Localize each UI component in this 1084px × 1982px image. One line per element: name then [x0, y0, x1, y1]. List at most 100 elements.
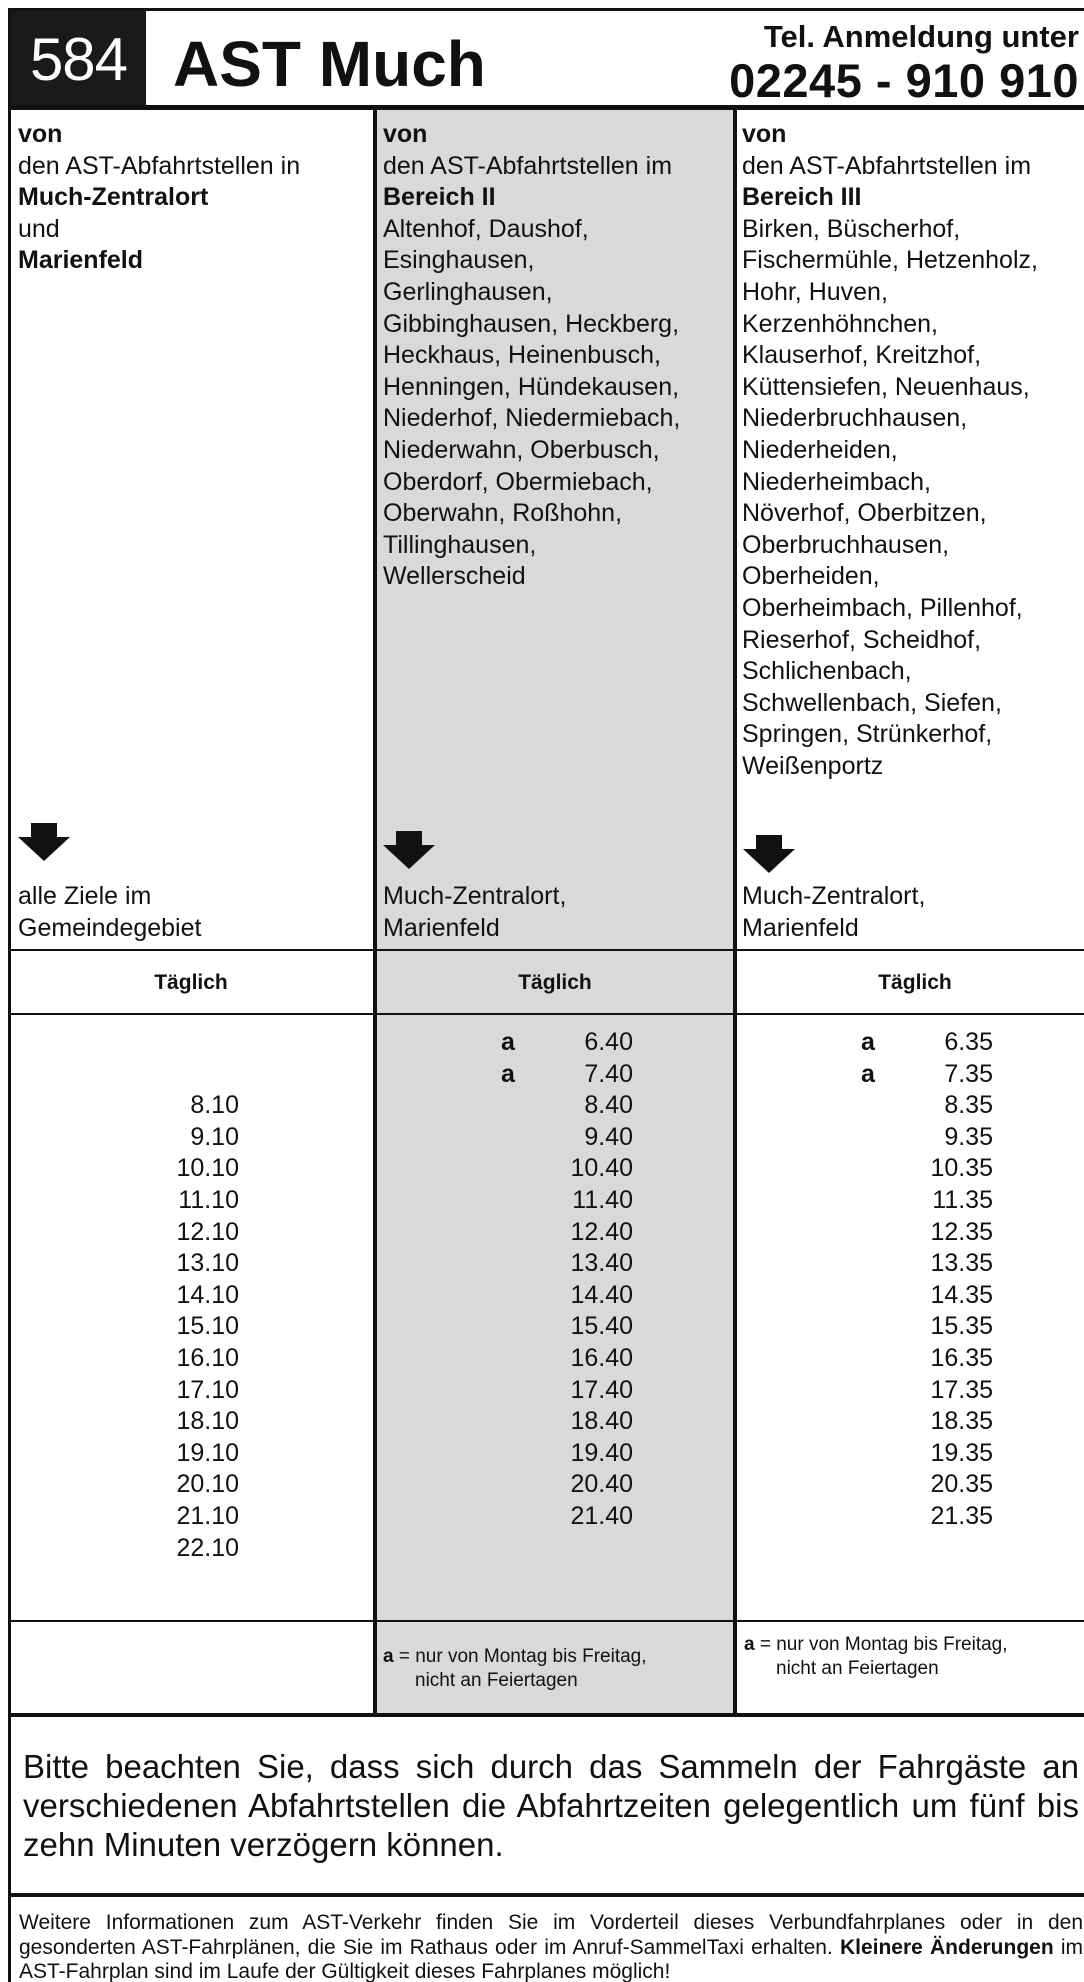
- time-flag: [107, 1280, 147, 1312]
- departure-time: 9.10: [190, 1122, 239, 1151]
- time-row: 21.35: [861, 1501, 993, 1533]
- time-flag: [107, 1059, 147, 1091]
- time-flag: [107, 1343, 147, 1375]
- departure-time: 11.10: [178, 1185, 239, 1214]
- day-header-2: Täglich: [518, 971, 592, 994]
- time-row: a 6.40: [501, 1027, 633, 1059]
- departure-time: 18.40: [570, 1407, 633, 1436]
- place-line: Gibbinghausen, Heckberg,: [383, 309, 680, 338]
- line-number-badge: 584: [11, 11, 146, 107]
- footnote-3: a = nur von Montag bis Freitag, nicht an…: [744, 1634, 1008, 1679]
- time-row: [107, 1027, 239, 1059]
- time-row: a 7.40: [501, 1059, 633, 1091]
- place-line: Tillinghausen,: [383, 530, 537, 559]
- header-divider: [11, 105, 1084, 110]
- time-flag: [861, 1153, 901, 1185]
- departure-time: 12.35: [930, 1217, 993, 1246]
- departure-time: 14.35: [930, 1280, 993, 1309]
- time-flag: [861, 1122, 901, 1154]
- column-divider: [733, 110, 737, 1715]
- time-flag: a: [501, 1028, 515, 1056]
- day-header-1: Täglich: [154, 971, 228, 994]
- time-flag: a: [861, 1059, 875, 1088]
- time-row: 9.10: [107, 1122, 239, 1154]
- departure-time: 11.40: [572, 1185, 633, 1214]
- place-line: Gerlinghausen,: [383, 277, 553, 306]
- departure-time: 22.10: [176, 1533, 239, 1562]
- time-row: 12.10: [107, 1217, 239, 1249]
- time-row: 19.35: [861, 1438, 993, 1470]
- time-row: 17.10: [107, 1375, 239, 1407]
- column-divider: [373, 110, 377, 1715]
- place-line: Niederheiden,: [742, 435, 898, 464]
- time-row: 12.40: [501, 1217, 633, 1249]
- departure-time: 21.40: [570, 1501, 633, 1530]
- time-row: 10.35: [861, 1153, 993, 1185]
- time-row: 21.10: [107, 1501, 239, 1533]
- divider-line: [11, 949, 1084, 951]
- time-row: 19.40: [501, 1438, 633, 1470]
- origin-area: Bereich III: [742, 183, 862, 212]
- place-line: Birken, Büscherhof,: [742, 214, 961, 243]
- time-row: 17.40: [501, 1375, 633, 1407]
- info-bold: Kleinere Änderungen: [839, 1935, 1054, 1959]
- time-flag: [861, 1248, 901, 1280]
- divider-line: [11, 1013, 1084, 1015]
- time-flag: [861, 1185, 901, 1217]
- divider-line: [11, 1893, 1084, 1897]
- departure-time: 18.35: [930, 1407, 993, 1436]
- place-line: Oberdorf, Obermiebach,: [383, 467, 653, 496]
- time-flag: [861, 1375, 901, 1407]
- destination-1: alle Ziele im Gemeindegebiet: [18, 882, 202, 942]
- time-flag: [107, 1311, 147, 1343]
- time-row: 21.40: [501, 1501, 633, 1533]
- time-flag: [861, 1280, 901, 1312]
- time-row: 14.40: [501, 1280, 633, 1312]
- departure-time: 10.35: [930, 1154, 993, 1183]
- destination-2: Much-Zentralort, Marienfeld: [383, 882, 567, 942]
- time-flag: [107, 1027, 147, 1059]
- origin-places: Altenhof, Daushof, Esinghausen, Gerlinghau…: [383, 214, 733, 593]
- time-row: 16.10: [107, 1343, 239, 1375]
- phone-number: 02245 - 910 910: [729, 54, 1079, 107]
- departure-time: 18.10: [176, 1407, 239, 1436]
- time-flag: [861, 1217, 901, 1249]
- time-row: 11.40: [501, 1185, 633, 1217]
- origin-area: Much-Zentralort: [18, 183, 209, 212]
- time-row: 15.40: [501, 1311, 633, 1343]
- time-flag: [861, 1090, 901, 1122]
- departure-time: 10.40: [570, 1154, 633, 1183]
- delay-notice: Bitte beachten Sie, dass sich durch das …: [23, 1748, 1079, 1863]
- time-flag: [501, 1185, 541, 1217]
- place-line: Rieserhof, Scheidhof,: [742, 625, 982, 654]
- place-line: Kerzenhöhnchen,: [742, 309, 938, 338]
- time-row: 15.10: [107, 1311, 239, 1343]
- departure-time: 17.35: [930, 1375, 993, 1404]
- time-row: 20.40: [501, 1469, 633, 1501]
- place-line: Heckhaus, Heinenbusch,: [383, 341, 661, 370]
- time-flag: [501, 1469, 541, 1501]
- time-row: 8.10: [107, 1090, 239, 1122]
- departure-time: 19.10: [176, 1438, 239, 1467]
- time-row: 11.10: [107, 1185, 239, 1217]
- departure-time: 21.10: [176, 1501, 239, 1530]
- departure-time: 16.35: [930, 1343, 993, 1372]
- place-line: Oberheiden,: [742, 562, 880, 591]
- time-flag: [501, 1217, 541, 1249]
- departure-time: 19.35: [930, 1438, 993, 1467]
- place-line: Fischermühle, Hetzenholz,: [742, 246, 1038, 275]
- time-row: 14.35: [861, 1280, 993, 1312]
- origin-intro: den AST-Abfahrtstellen in: [18, 151, 301, 180]
- time-flag: [861, 1343, 901, 1375]
- time-row: 18.40: [501, 1406, 633, 1438]
- place-line: Springen, Strünkerhof,: [742, 720, 993, 749]
- departure-time: 20.40: [570, 1470, 633, 1499]
- time-flag: [107, 1501, 147, 1533]
- departure-time: 8.40: [584, 1091, 633, 1120]
- header: 584 AST Much Tel. Anmeldung unter 02245 …: [11, 11, 1084, 107]
- departure-time: 7.35: [944, 1059, 993, 1088]
- time-flag: [501, 1501, 541, 1533]
- place-line: Henningen, Hündekausen,: [383, 372, 680, 401]
- time-flag: [501, 1311, 541, 1343]
- time-flag: a: [501, 1059, 515, 1088]
